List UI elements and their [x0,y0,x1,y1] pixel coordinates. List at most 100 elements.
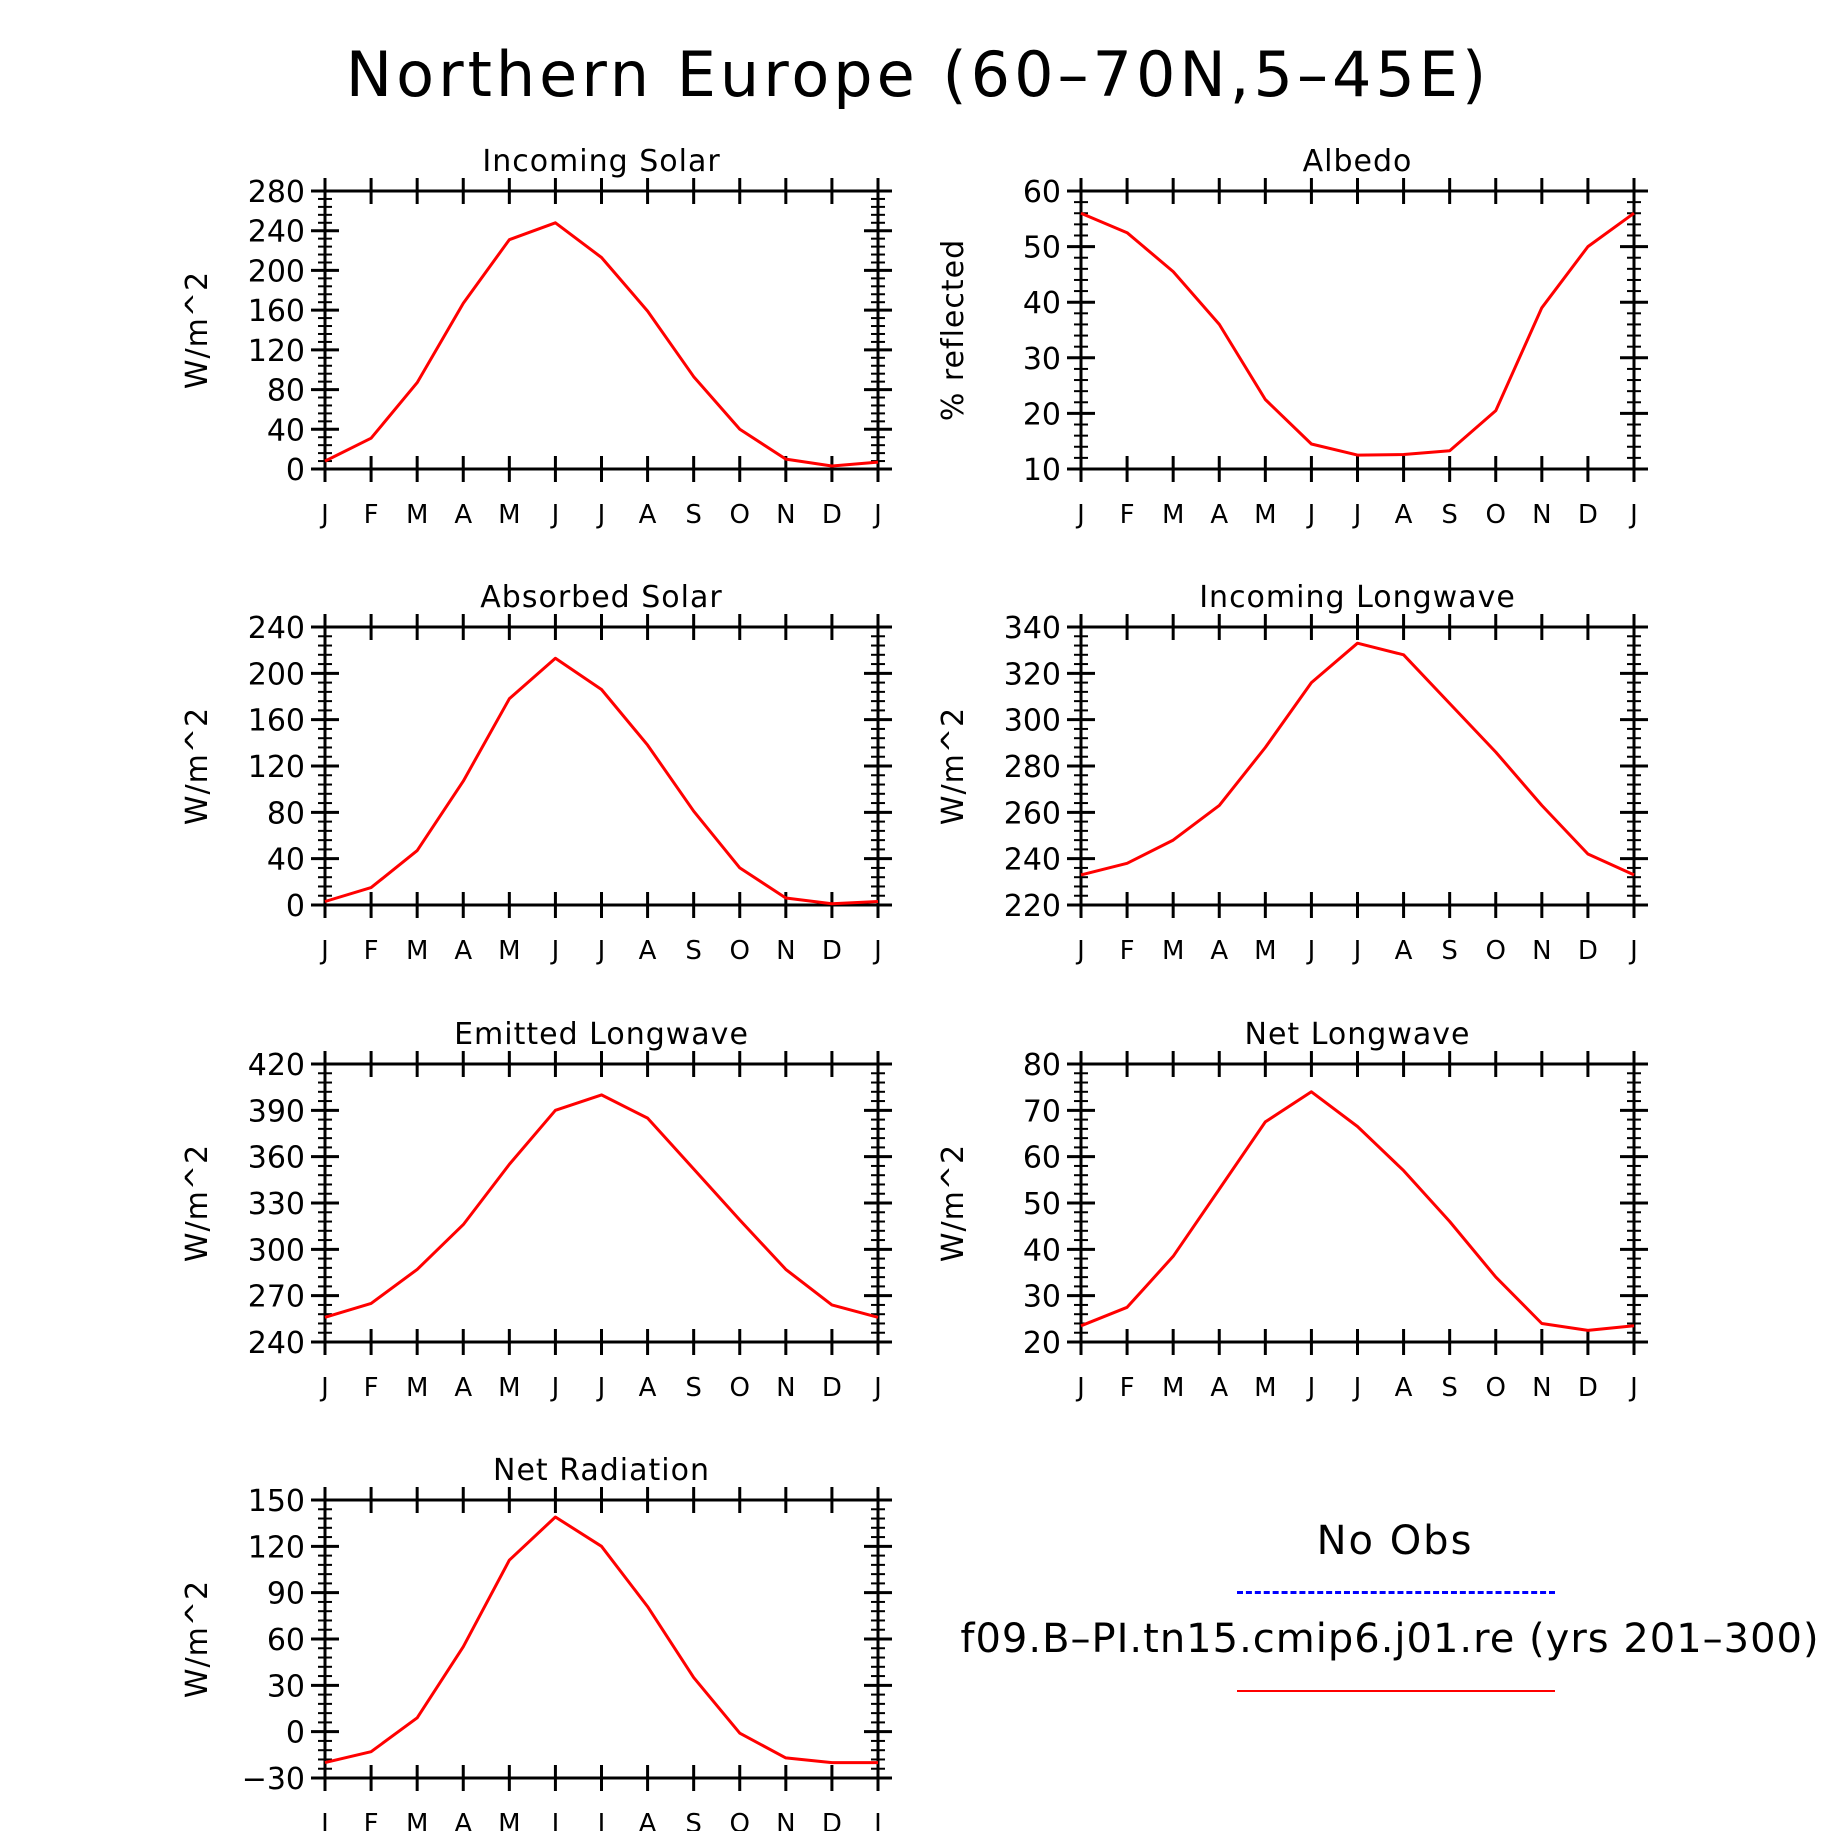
x-tick-label: A [639,500,657,530]
legend-model-line [1237,1690,1555,1692]
y-tick-label: 80 [1023,1048,1061,1083]
x-tick-label: M [1254,500,1276,530]
plot-frame [323,625,880,907]
y-tick-label: 50 [1023,1187,1061,1222]
plot-frame [323,189,880,471]
y-tick-label: 90 [267,1577,305,1612]
y-tick-label: 20 [1023,1326,1061,1361]
y-tick-label: 320 [1004,657,1061,692]
y-axis-label: W/m^2 [180,1580,215,1698]
chart-panel-4: J F M A M J J A S O N D J220240260280300320340Incomi… [936,580,1648,966]
x-tick-label: M [406,1373,428,1403]
x-tick-label: M [498,500,520,530]
y-tick-label: 240 [248,1326,305,1361]
y-tick-label: 390 [248,1094,305,1129]
x-tick-label: J [872,936,882,966]
x-tick-label: J [319,936,329,966]
y-tick-label: 80 [267,374,305,409]
x-tick-label: N [776,500,795,530]
y-tick-label: 30 [267,1669,305,1704]
y-tick-label: 0 [286,889,305,924]
x-tick-label: D [822,1373,842,1403]
panel-title: Absorbed Solar [480,580,722,615]
x-tick-label: J [1075,500,1085,530]
x-tick-label: J [596,936,606,966]
y-tick-label: 200 [248,657,305,692]
y-tick-label: 420 [248,1048,305,1083]
x-tick-label: J [1628,1373,1638,1403]
chart-panel-7: J F M A M J J A S O N D J −30 0 30 60 90 120 150 Net Radiati… [180,1453,892,1831]
x-tick-label: O [730,1373,750,1403]
x-tick-label: S [1441,936,1458,966]
x-tick-label: J [550,936,560,966]
y-tick-label: 220 [1004,889,1061,924]
x-tick-label: D [1578,936,1598,966]
chart-panel-5: J F M A M J J A S O N D J240270300330360390420Emitte… [180,1017,892,1403]
x-tick-label: J [1306,936,1316,966]
x-tick-label: M [1162,936,1184,966]
x-tick-label: J [1352,936,1362,966]
y-tick-label: 360 [248,1141,305,1176]
plot-frame [1079,1062,1636,1344]
legend-obs-label: No Obs [1316,1518,1474,1564]
y-tick-label: 270 [248,1280,305,1315]
x-tick-label: M [1254,936,1276,966]
y-tick-label: 40 [1023,286,1061,321]
x-tick-label: J [596,1373,606,1403]
x-tick-label: N [776,1373,795,1403]
x-tick-label: F [364,936,379,966]
x-tick-label: O [1486,500,1506,530]
series-line [324,656,879,906]
y-tick-label: 160 [248,294,305,329]
x-tick-label: F [1120,936,1135,966]
series-line [324,1515,878,1765]
x-tick-label: D [822,500,842,530]
x-tick-label: M [1162,500,1184,530]
x-tick-label: F [1120,1373,1135,1403]
x-tick-label: N [1532,1373,1551,1403]
x-tick-label: M [406,936,428,966]
x-tick-label: M [1254,1373,1276,1403]
x-tick-label: A [454,1809,472,1831]
y-axis-label: W/m^2 [180,271,215,389]
x-tick-label: S [685,1373,702,1403]
x-tick-label: S [1441,500,1458,530]
x-tick-label: D [822,936,842,966]
panel-title: Incoming Solar [482,144,720,179]
y-tick-label: 10 [1023,453,1061,488]
y-tick-label: 60 [267,1623,305,1658]
x-tick-label: J [596,500,606,530]
series-line [1080,641,1635,877]
x-tick-label: J [1075,1373,1085,1403]
y-tick-label: 150 [248,1484,305,1519]
x-tick-label: M [498,1809,520,1831]
y-tick-label: 60 [1023,1141,1061,1176]
y-tick-label: 50 [1023,231,1061,266]
x-tick-label: D [822,1809,842,1831]
y-tick-label: 330 [248,1187,305,1222]
plot-frame [323,1498,880,1780]
x-tick-label: J [319,1373,329,1403]
y-tick-label: 20 [1023,397,1061,432]
x-tick-label: A [1210,500,1228,530]
series-line [324,221,879,468]
x-tick-label: S [685,500,702,530]
y-axis-label: W/m^2 [936,1144,971,1262]
x-tick-label: O [730,936,750,966]
x-tick-label: M [498,936,520,966]
x-tick-label: A [639,936,657,966]
x-tick-label: O [1486,1373,1506,1403]
x-tick-label: J [872,1373,882,1403]
page-title: Northern Europe (60–70N,5–45E) [345,38,1491,111]
x-tick-label: M [406,1809,428,1831]
y-tick-label: 340 [1004,611,1061,646]
y-tick-label: 240 [1004,843,1061,878]
panel-title: Incoming Longwave [1199,580,1516,615]
x-tick-label: J [1306,1373,1316,1403]
x-tick-label: N [1532,936,1551,966]
y-tick-label: 60 [1023,175,1061,210]
x-tick-label: J [1628,936,1638,966]
